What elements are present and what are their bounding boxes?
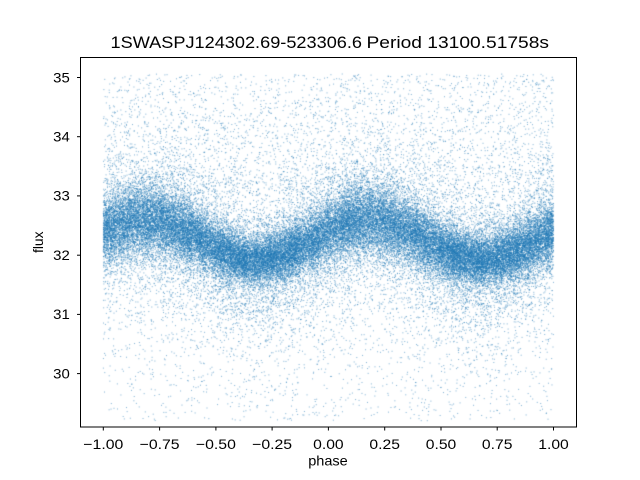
svg-text:−1.00: −1.00: [83, 437, 123, 453]
svg-text:1SWASPJ124302.69-523306.6: 1SWASPJ124302.69-523306.6: [111, 34, 363, 52]
svg-text:31: 31: [53, 307, 70, 323]
svg-text:30: 30: [53, 366, 70, 382]
svg-text:0.25: 0.25: [369, 437, 400, 453]
svg-text:phase: phase: [308, 453, 348, 469]
svg-text:32: 32: [53, 248, 70, 264]
svg-text:1.00: 1.00: [538, 437, 569, 453]
svg-text:0.50: 0.50: [426, 437, 457, 453]
svg-text:0.00: 0.00: [313, 437, 344, 453]
svg-text:flux: flux: [30, 231, 46, 253]
svg-text:−0.25: −0.25: [252, 437, 292, 453]
svg-text:0.75: 0.75: [482, 437, 513, 453]
svg-text:−0.50: −0.50: [196, 437, 236, 453]
svg-text:34: 34: [53, 130, 70, 146]
svg-text:−0.75: −0.75: [140, 437, 180, 453]
svg-text:Period 13100.51758s: Period 13100.51758s: [367, 34, 550, 52]
svg-text:35: 35: [53, 70, 70, 86]
svg-text:33: 33: [53, 189, 70, 205]
